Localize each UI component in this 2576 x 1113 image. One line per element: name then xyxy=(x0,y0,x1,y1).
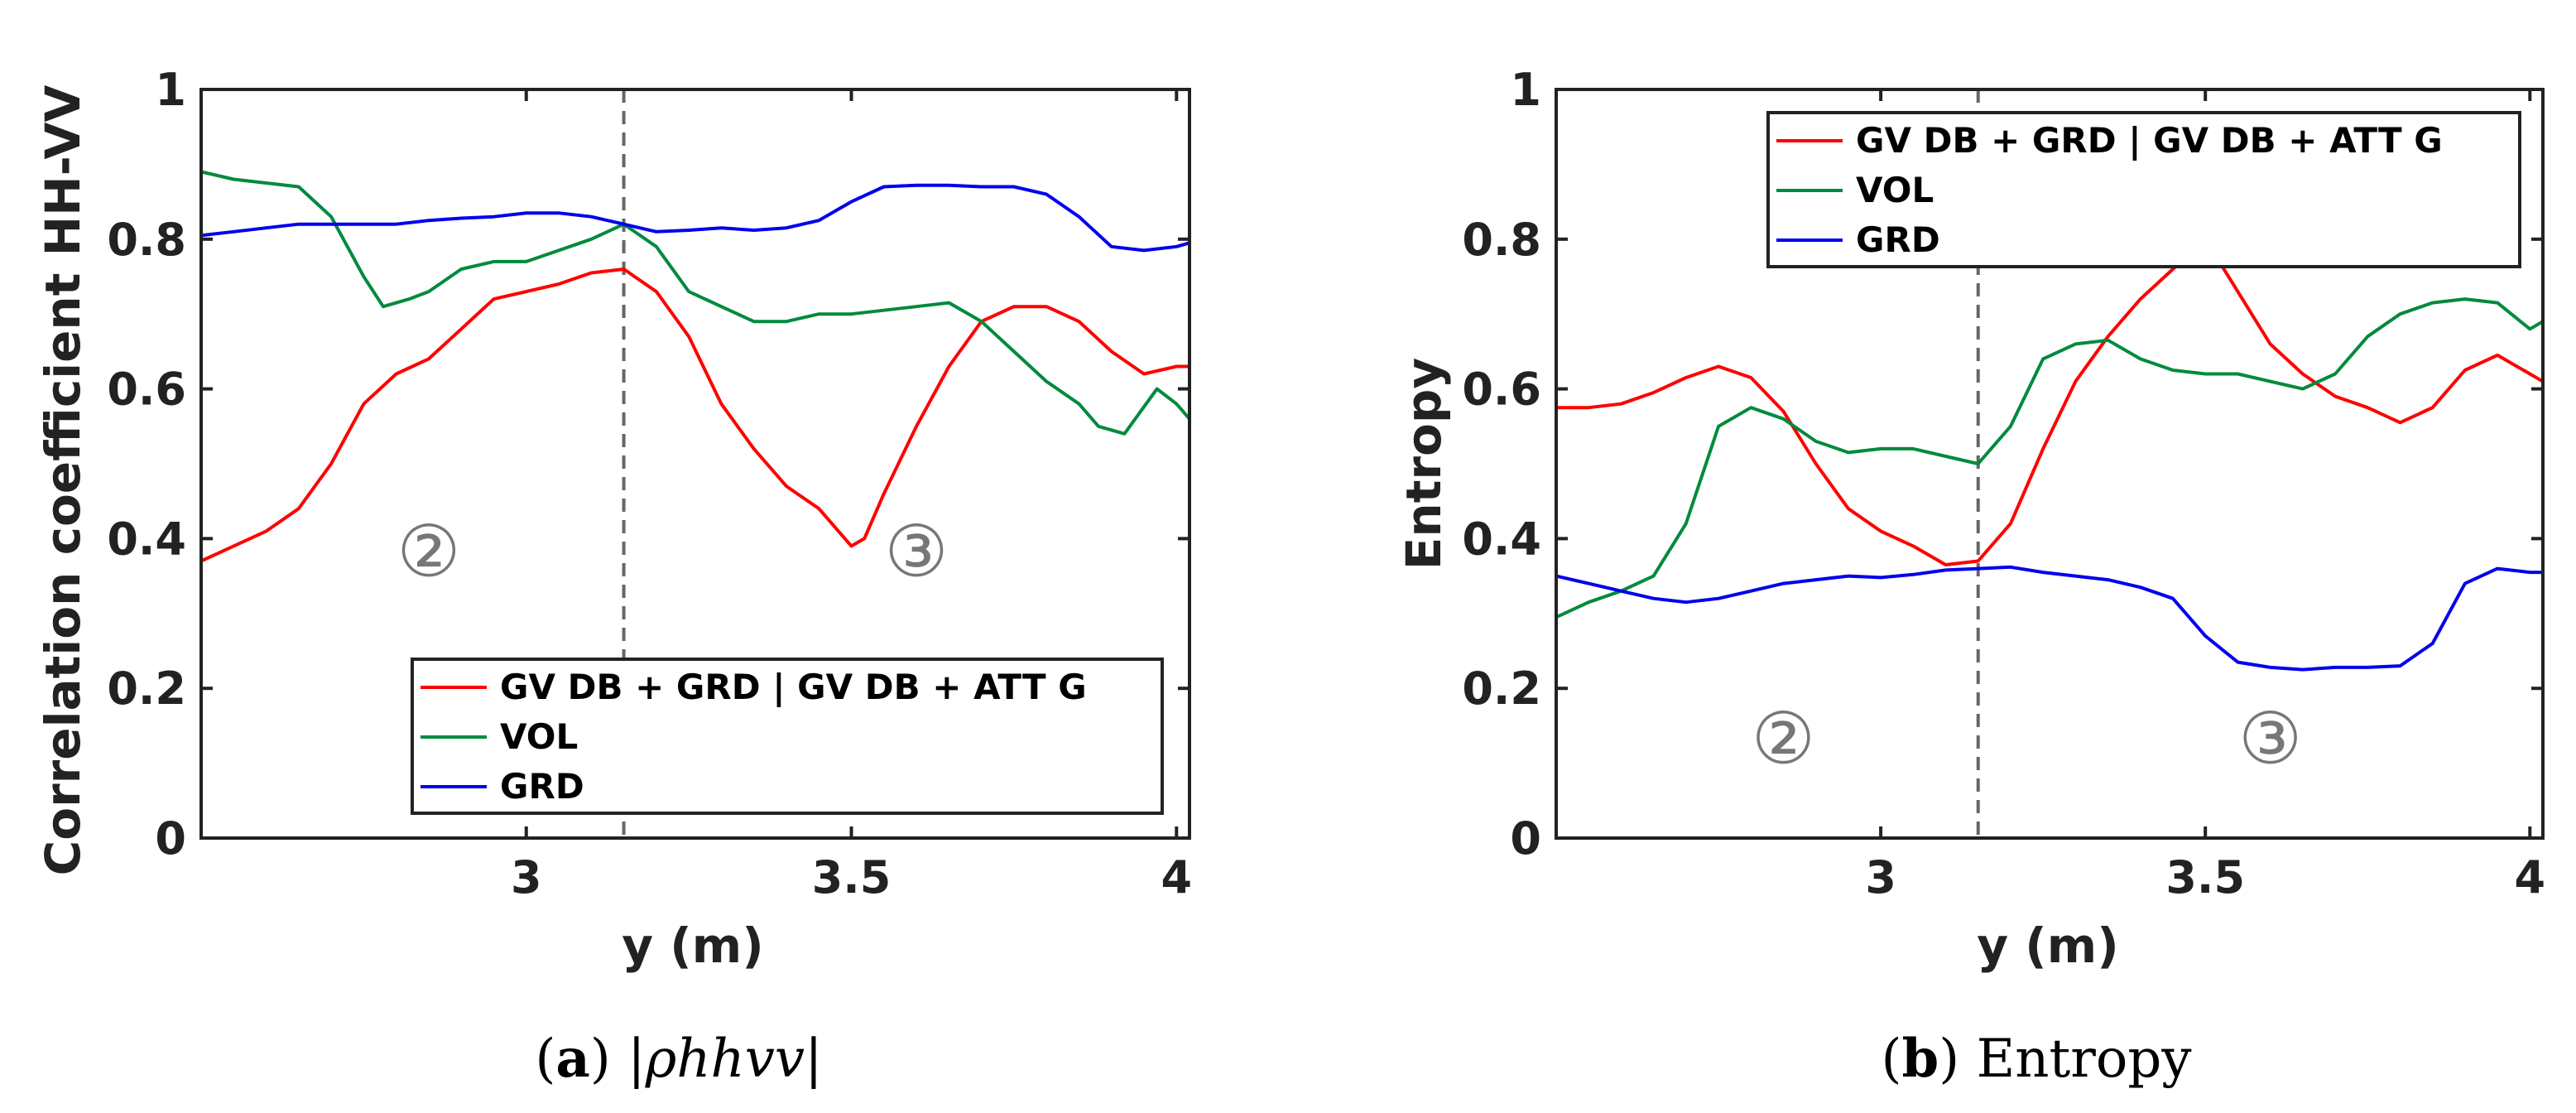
caption-b: (b) Entropy xyxy=(1882,1028,2192,1090)
caption-a-math: |ρhhvv| xyxy=(627,1029,823,1090)
axes-frame-b xyxy=(1555,88,2545,840)
legend-entry-green-a: VOL xyxy=(500,716,578,757)
series-line-green-a xyxy=(199,170,1191,436)
axes-frame-a xyxy=(199,88,1191,840)
caption-b-text: Entropy xyxy=(1977,1029,2192,1090)
region-marker-2-a: ② xyxy=(396,511,460,594)
series-line-blue-a xyxy=(199,183,1191,253)
caption-a-close: ) xyxy=(590,1029,627,1090)
y-tick-label-b: 0.6 xyxy=(1462,364,1541,416)
x-tick-label-b: 4 xyxy=(2515,851,2546,903)
legend-b: GV DB + GRD | GV DB + ATT G VOL GRD xyxy=(1766,111,2521,268)
legend-entry-red-b: GV DB + GRD | GV DB + ATT G xyxy=(1856,120,2443,161)
x-axis-label-a: y (m) xyxy=(622,918,763,974)
x-tick-label-a: 3 xyxy=(511,851,542,903)
y-tick-label-a: 0.2 xyxy=(107,662,186,715)
y-tick-label-b: 0.4 xyxy=(1462,513,1541,565)
x-tick-label-a: 4 xyxy=(1161,851,1193,903)
legend-entry-blue-b: GRD xyxy=(1856,219,1940,260)
plot-area-a: ② ③ 3 3.5 4 0 0.2 0.4 0.6 0.8 1 xyxy=(107,64,1192,903)
chart-panel-a: ② ③ 3 3.5 4 0 0.2 0.4 0.6 0.8 1 y (m) Correlation … xyxy=(35,64,1192,1090)
caption-b-open: ( xyxy=(1882,1029,1902,1090)
legend-entry-green-b: VOL xyxy=(1856,170,1934,210)
y-tick-label-b: 0 xyxy=(1510,812,1541,865)
y-tick-label-a: 0.6 xyxy=(107,364,186,416)
y-tick-label-b: 0.2 xyxy=(1462,662,1541,715)
chart-panel-b: ② ③ 3 3.5 4 0 0.2 0.4 0.6 0.8 1 y (m) Entropy GV D… xyxy=(1396,64,2545,1090)
y-tick-label-a: 0 xyxy=(155,812,186,865)
x-tick-label-b: 3.5 xyxy=(2165,851,2245,903)
y-axis-label-a: Correlation coefficient HH-VV xyxy=(35,85,91,876)
caption-a-open: ( xyxy=(535,1029,555,1090)
legend-box-b xyxy=(1766,111,2521,268)
y-tick-label-b: 1 xyxy=(1510,64,1541,116)
series-line-green-b xyxy=(1555,297,2545,619)
legend-a: GV DB + GRD | GV DB + ATT G VOL GRD xyxy=(411,658,1164,815)
caption-b-close: ) xyxy=(1939,1029,1976,1090)
y-tick-label-a: 0.8 xyxy=(107,214,186,266)
plot-area-b: ② ③ 3 3.5 4 0 0.2 0.4 0.6 0.8 1 xyxy=(1462,64,2545,903)
caption-a-letter: a xyxy=(555,1028,589,1090)
x-tick-label-b: 3 xyxy=(1865,851,1896,903)
x-tick-label-a: 3.5 xyxy=(812,851,892,903)
x-axis-label-b: y (m) xyxy=(1977,918,2118,974)
series-line-red-a xyxy=(199,267,1191,563)
y-tick-label-b: 0.8 xyxy=(1462,214,1541,266)
caption-a: (a) |ρhhvv| xyxy=(535,1028,822,1090)
legend-entry-red-a: GV DB + GRD | GV DB + ATT G xyxy=(500,667,1087,707)
y-axis-label-b: Entropy xyxy=(1396,358,1452,570)
region-marker-3-a: ③ xyxy=(885,511,949,594)
series-line-red-b xyxy=(1555,237,2545,566)
legend-entry-blue-a: GRD xyxy=(500,766,584,807)
series-line-blue-b xyxy=(1555,565,2545,672)
region-marker-3-b: ③ xyxy=(2238,698,2302,781)
legend-box-a xyxy=(411,658,1164,815)
y-tick-label-a: 1 xyxy=(155,64,186,116)
caption-b-letter: b xyxy=(1902,1028,1939,1090)
region-marker-2-b: ② xyxy=(1752,698,1815,781)
y-tick-label-a: 0.4 xyxy=(107,513,186,565)
